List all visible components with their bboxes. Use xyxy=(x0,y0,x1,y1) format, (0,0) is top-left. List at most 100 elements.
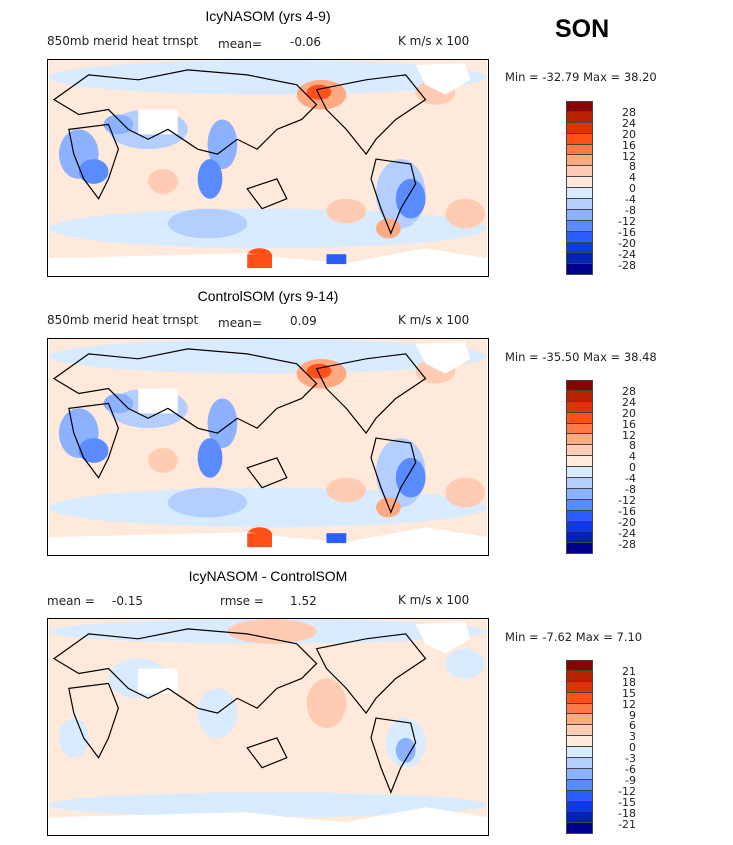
colorbar-label: -28 xyxy=(618,258,636,272)
colorbar-label: 12 xyxy=(622,428,636,442)
colorbar-box xyxy=(566,199,593,210)
colorbar-label: -9 xyxy=(625,773,636,787)
colorbar-label: 9 xyxy=(629,708,636,722)
colorbar-label: -16 xyxy=(618,225,636,239)
colorbar-label: -24 xyxy=(618,526,636,540)
colorbar-label: 21 xyxy=(622,664,636,678)
coastline xyxy=(68,682,120,759)
colorbar-label: 28 xyxy=(622,105,636,119)
contour-region xyxy=(306,678,347,728)
colorbar-label: 6 xyxy=(629,719,636,733)
contour-region xyxy=(49,208,487,249)
panel3-map xyxy=(47,618,489,836)
colorbar-label: 20 xyxy=(622,406,636,420)
colorbar-label: -3 xyxy=(625,752,636,766)
colorbar-box xyxy=(566,188,593,200)
colorbar-label: -12 xyxy=(618,214,636,228)
coastline xyxy=(52,69,318,155)
panel3-rmse: 1.52 xyxy=(290,594,317,608)
colorbar-box xyxy=(566,111,593,123)
colorbar-box xyxy=(566,488,593,500)
contour-region xyxy=(49,487,487,528)
colorbar-box xyxy=(566,253,593,265)
colorbar-box xyxy=(566,812,593,824)
coastline xyxy=(315,74,427,156)
colorbar-box xyxy=(566,242,593,254)
colorbar-box xyxy=(566,231,593,243)
panel1-title: IcyNASOM (yrs 4-9) xyxy=(205,8,331,24)
colorbar-box xyxy=(566,714,593,726)
contour-region xyxy=(49,792,487,818)
colorbar-box xyxy=(566,681,593,693)
contour-region xyxy=(78,159,109,184)
max-value: 38.48 xyxy=(623,350,657,364)
colorbar-label: -28 xyxy=(618,537,636,551)
coastline xyxy=(370,158,417,235)
colorbar-box xyxy=(566,434,593,446)
colorbar-box xyxy=(566,390,593,402)
contour-region xyxy=(445,198,485,229)
coastline xyxy=(370,717,417,794)
contour-region xyxy=(167,487,248,518)
colorbar-label: 24 xyxy=(622,116,636,130)
panel2-colorbar: 28 24 20 16 12 8 4 0 -4 -8 -12 -16 -20 -24 -28 xyxy=(566,380,636,555)
colorbar-label: -12 xyxy=(618,493,636,507)
colorbar-label: 15 xyxy=(622,686,636,700)
colorbar-box xyxy=(566,768,593,780)
greenland xyxy=(415,341,471,374)
colorbar-box xyxy=(566,220,593,232)
min-value: -32.79 xyxy=(542,70,580,84)
colorbar-box xyxy=(566,510,593,522)
colorbar-box xyxy=(566,692,593,704)
contour-region xyxy=(326,477,367,503)
greenland xyxy=(415,621,471,654)
colorbar-box xyxy=(566,823,593,835)
contour-region xyxy=(167,208,248,239)
contour-region xyxy=(197,438,223,478)
panel1-mean-label: mean= xyxy=(218,37,263,51)
missing-data-tibet xyxy=(138,109,178,135)
contour-region xyxy=(395,178,426,219)
coastline xyxy=(315,633,427,715)
colorbar-label: -24 xyxy=(618,247,636,261)
colorbar-label: 8 xyxy=(629,160,636,174)
colorbar-label: -6 xyxy=(625,763,636,776)
min-label: Min = xyxy=(505,70,539,84)
coastline xyxy=(246,737,288,769)
coastline xyxy=(52,348,318,434)
panel3-title: IcyNASOM - ControlSOM xyxy=(188,568,348,584)
colorbar-label: 4 xyxy=(629,171,636,185)
max-label: Max = xyxy=(575,630,613,644)
max-label: Max = xyxy=(583,70,621,84)
panel3-mean: -0.15 xyxy=(112,594,144,608)
contour-region xyxy=(445,477,485,508)
panel1-minmax: Min = -32.79 Max = 38.20 xyxy=(505,70,657,84)
colorbar-label: -16 xyxy=(618,504,636,518)
contour-region xyxy=(395,737,416,763)
panel3-mean-label: mean = xyxy=(47,594,95,608)
colorbar-label: 20 xyxy=(622,127,636,141)
max-label: Max = xyxy=(583,350,621,364)
colorbar-box xyxy=(566,703,593,715)
colorbar-box xyxy=(566,779,593,791)
colorbar-box xyxy=(566,456,593,468)
panel2-units: K m/s x 100 xyxy=(398,313,470,327)
panel1-colorbar: 28 24 20 16 12 8 4 0 -4 -8 -12 -16 -20 -24 -28 xyxy=(566,101,636,276)
colorbar-label: 8 xyxy=(629,439,636,453)
colorbar-box xyxy=(566,209,593,221)
colorbar-box xyxy=(566,801,593,813)
colorbar-label: -20 xyxy=(618,515,636,529)
colorbar-label: 24 xyxy=(622,395,636,409)
colorbar-label: -8 xyxy=(625,204,636,217)
colorbar-box xyxy=(566,725,593,737)
colorbar-box xyxy=(566,532,593,544)
max-value: 38.20 xyxy=(623,70,657,84)
colorbar-box xyxy=(566,423,593,435)
contour-region xyxy=(445,648,485,679)
colorbar-box xyxy=(566,155,593,167)
panel2-title: ControlSOM (yrs 9-14) xyxy=(197,288,339,304)
antarctica xyxy=(49,807,487,835)
coastline xyxy=(370,437,417,514)
panel3-minmax: Min = -7.62 Max = 7.10 xyxy=(505,630,642,644)
panel2-mean: 0.09 xyxy=(290,314,317,328)
